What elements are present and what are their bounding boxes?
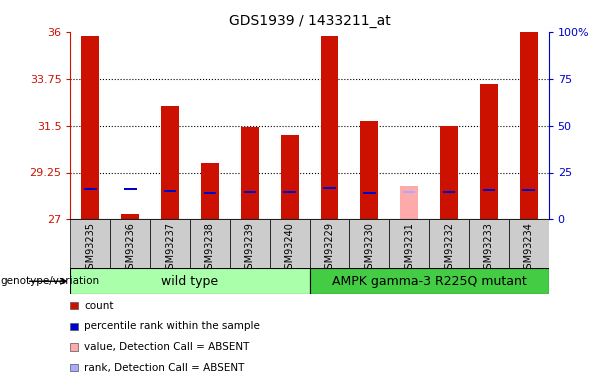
Bar xyxy=(110,219,150,268)
Bar xyxy=(124,188,137,190)
Text: value, Detection Call = ABSENT: value, Detection Call = ABSENT xyxy=(84,342,249,352)
Bar xyxy=(403,191,416,194)
Title: GDS1939 / 1433211_at: GDS1939 / 1433211_at xyxy=(229,14,390,28)
Text: GSM93239: GSM93239 xyxy=(245,222,255,274)
Bar xyxy=(440,126,458,219)
Bar xyxy=(349,219,389,268)
Text: rank, Detection Call = ABSENT: rank, Detection Call = ABSENT xyxy=(84,363,245,373)
Bar xyxy=(241,127,259,219)
Bar xyxy=(310,219,349,268)
Text: percentile rank within the sample: percentile rank within the sample xyxy=(84,321,260,332)
Bar xyxy=(363,192,376,194)
Text: GSM93238: GSM93238 xyxy=(205,222,215,274)
Bar xyxy=(323,187,336,189)
Bar xyxy=(360,122,378,219)
Bar xyxy=(480,84,498,219)
Bar xyxy=(204,192,216,194)
Bar xyxy=(389,219,429,268)
Bar xyxy=(482,189,495,191)
Bar xyxy=(201,163,219,219)
Bar xyxy=(161,106,179,219)
Text: GSM93240: GSM93240 xyxy=(284,222,295,274)
Bar xyxy=(321,36,338,219)
Text: GSM93231: GSM93231 xyxy=(404,222,414,274)
Bar xyxy=(84,188,97,190)
Bar xyxy=(230,219,270,268)
Text: genotype/variation: genotype/variation xyxy=(1,276,100,286)
Text: GSM93233: GSM93233 xyxy=(484,222,494,274)
Text: GSM93234: GSM93234 xyxy=(524,222,534,274)
Text: count: count xyxy=(84,301,113,311)
Bar xyxy=(150,219,190,268)
Bar xyxy=(400,186,418,219)
Bar xyxy=(82,36,99,219)
Text: GSM93237: GSM93237 xyxy=(165,222,175,275)
Bar xyxy=(124,188,137,190)
Text: GSM93230: GSM93230 xyxy=(364,222,375,274)
Text: wild type: wild type xyxy=(161,275,219,288)
Bar xyxy=(190,219,230,268)
Bar xyxy=(509,219,549,268)
Bar xyxy=(70,219,110,268)
Bar xyxy=(522,189,535,191)
Bar xyxy=(243,191,256,194)
Bar xyxy=(520,32,538,219)
Text: GSM93232: GSM93232 xyxy=(444,222,454,275)
Bar xyxy=(164,190,177,192)
Bar xyxy=(310,268,549,294)
Bar xyxy=(283,191,296,194)
Bar xyxy=(121,213,139,219)
Text: GSM93235: GSM93235 xyxy=(85,222,96,275)
Text: AMPK gamma-3 R225Q mutant: AMPK gamma-3 R225Q mutant xyxy=(332,275,527,288)
Bar xyxy=(443,191,455,194)
Bar xyxy=(270,219,310,268)
Bar xyxy=(429,219,469,268)
Text: GSM93229: GSM93229 xyxy=(324,222,335,275)
Bar xyxy=(121,213,139,219)
Bar xyxy=(281,135,299,219)
Bar xyxy=(469,219,509,268)
Bar xyxy=(70,268,310,294)
Text: GSM93236: GSM93236 xyxy=(125,222,135,274)
